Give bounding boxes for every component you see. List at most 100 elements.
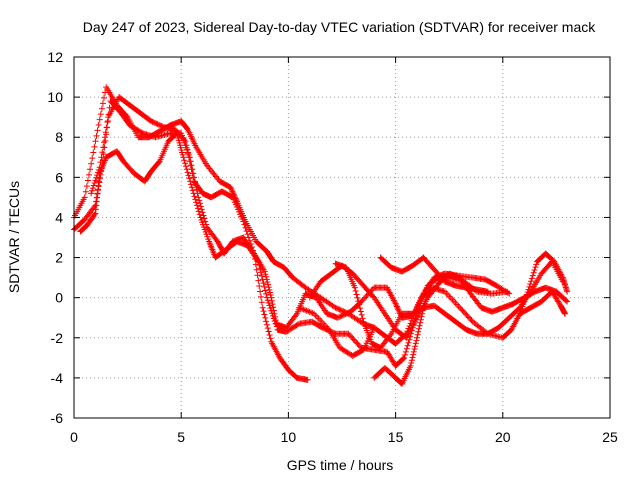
chart-title: Day 247 of 2023, Sidereal Day-to-day VTE… — [83, 19, 596, 35]
data-point-marker — [395, 307, 402, 314]
data-point-marker — [196, 197, 203, 204]
data-point-marker — [102, 129, 109, 136]
data-point-marker — [254, 272, 261, 279]
data-markers — [71, 84, 571, 387]
data-point-marker — [458, 306, 465, 313]
data-point-marker — [95, 166, 102, 173]
data-point-marker — [149, 118, 156, 125]
data-point-marker — [91, 179, 98, 186]
data-point-marker — [559, 278, 566, 285]
data-point-marker — [195, 208, 202, 215]
data-point-marker — [188, 181, 195, 188]
data-point-marker — [98, 154, 105, 161]
data-point-marker — [96, 164, 103, 171]
data-point-marker — [185, 154, 192, 161]
data-point-marker — [89, 155, 96, 162]
data-point-marker — [415, 328, 422, 335]
data-point-marker — [532, 264, 539, 271]
data-point-marker — [257, 265, 264, 272]
data-point-marker — [228, 185, 235, 192]
data-point-marker — [89, 187, 96, 194]
data-point-marker — [227, 184, 234, 191]
data-point-marker — [182, 163, 189, 170]
data-point-marker — [563, 297, 570, 304]
data-point-marker — [459, 307, 466, 314]
data-point-marker — [184, 169, 191, 176]
data-point-marker — [409, 354, 416, 361]
data-point-marker — [417, 316, 424, 323]
data-point-marker — [263, 291, 270, 298]
data-point-marker — [94, 127, 101, 134]
data-point-marker — [90, 182, 97, 189]
data-point-marker — [334, 314, 341, 321]
data-point-marker — [339, 312, 346, 319]
data-point-marker — [564, 298, 571, 305]
data-point-marker — [343, 310, 350, 317]
data-point-marker — [337, 307, 344, 314]
data-point-marker — [189, 170, 196, 177]
data-point-marker — [262, 271, 269, 278]
data-point-marker — [86, 171, 93, 178]
data-point-marker — [268, 307, 275, 314]
y-tick-label: 0 — [55, 290, 63, 306]
data-point-marker — [189, 187, 196, 194]
data-point-marker — [338, 312, 345, 319]
data-point-marker — [467, 315, 474, 322]
data-point-marker — [83, 183, 90, 190]
y-tick-label: -4 — [51, 370, 64, 386]
data-point-marker — [259, 276, 266, 283]
data-point-marker — [353, 339, 360, 346]
data-point-marker — [265, 281, 272, 288]
data-point-marker — [561, 310, 568, 317]
data-point-marker — [252, 261, 259, 268]
data-point-marker — [353, 291, 360, 298]
data-point-marker — [181, 137, 188, 144]
data-point-marker — [96, 175, 103, 182]
data-point-marker — [404, 342, 411, 349]
series-track-7 — [377, 254, 491, 295]
data-point-marker — [462, 310, 469, 317]
data-point-marker — [352, 288, 359, 295]
data-point-marker — [198, 206, 205, 213]
data-point-marker — [250, 247, 257, 254]
data-point-marker — [266, 286, 273, 293]
data-point-marker — [103, 124, 110, 131]
data-point-marker — [148, 118, 155, 125]
data-point-marker — [304, 376, 311, 383]
data-point-marker — [415, 325, 422, 332]
data-point-marker — [264, 279, 271, 286]
data-point-marker — [194, 205, 201, 212]
data-point-marker — [97, 159, 104, 166]
series-track-3 — [77, 130, 513, 331]
data-point-marker — [182, 160, 189, 167]
data-point-marker — [91, 211, 98, 218]
data-point-marker — [456, 304, 463, 311]
data-point-marker — [414, 331, 421, 338]
data-point-marker — [271, 318, 278, 325]
data-point-marker — [412, 343, 419, 350]
data-point-marker — [264, 325, 271, 332]
x-tick-label: 5 — [177, 429, 185, 445]
data-point-marker — [194, 202, 201, 209]
data-point-marker — [531, 266, 538, 273]
data-point-marker — [335, 314, 342, 321]
data-point-marker — [405, 339, 412, 346]
x-tick-label: 25 — [602, 429, 618, 445]
data-point-marker — [99, 100, 106, 107]
data-point-marker — [191, 193, 198, 200]
data-point-marker — [197, 203, 204, 210]
y-tick-label: -6 — [51, 410, 64, 426]
data-point-marker — [258, 299, 265, 306]
data-point-marker — [342, 311, 349, 318]
data-point-marker — [506, 290, 513, 297]
data-point-marker — [393, 302, 400, 309]
data-point-marker — [251, 255, 258, 262]
data-point-marker — [387, 332, 394, 339]
data-point-marker — [91, 143, 98, 150]
data-point-marker — [410, 351, 417, 358]
data-point-marker — [154, 121, 161, 128]
data-point-marker — [411, 346, 418, 353]
series-track-6 — [332, 258, 566, 351]
data-point-marker — [197, 200, 204, 207]
